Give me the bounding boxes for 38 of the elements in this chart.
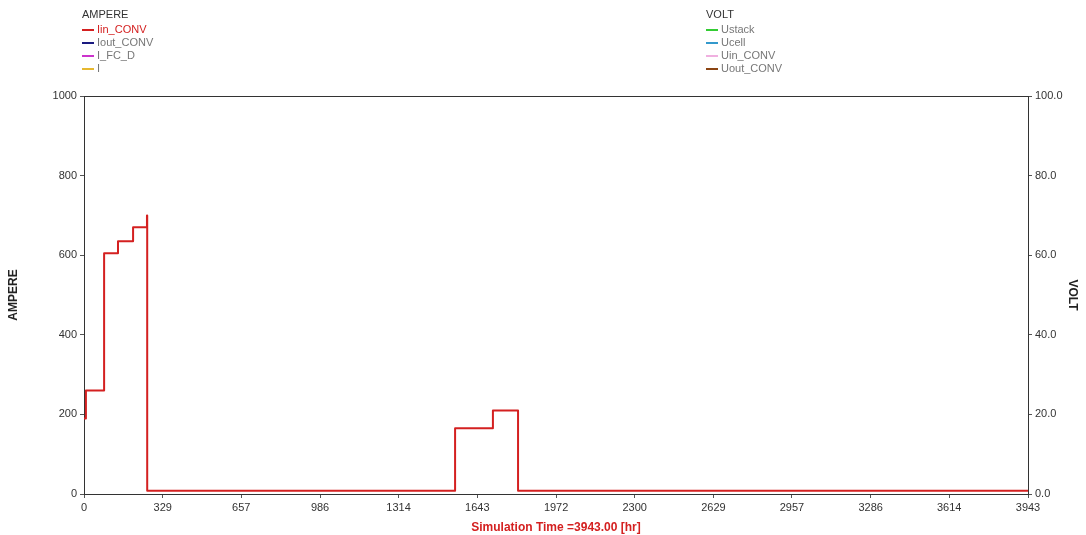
- legend-label: Ucell: [721, 36, 746, 48]
- y-axis-title: AMPERE: [5, 269, 20, 321]
- y2-tick-label: 100.0: [1035, 89, 1063, 102]
- y2-tick-label: 60.0: [1035, 248, 1057, 261]
- y-tick-label: 600: [58, 248, 77, 261]
- y-tick-label: 800: [58, 168, 77, 181]
- x-tick-label: 2629: [701, 500, 726, 513]
- y-tick-label: 1000: [52, 89, 77, 102]
- x-tick-label: 0: [80, 500, 88, 513]
- y2-tick-label: 20.0: [1035, 407, 1057, 420]
- legend-label: Ustack: [721, 23, 755, 35]
- legend-label: Uin_CONV: [721, 49, 776, 61]
- x-tick-label: 1643: [465, 500, 490, 513]
- x-tick-label: 657: [232, 500, 251, 513]
- text: AMPERE: [82, 8, 129, 20]
- y2-axis-title: VOLT: [1066, 279, 1081, 312]
- x-tick-label: 2300: [622, 500, 647, 513]
- legend-label: I_FC_D: [97, 49, 135, 61]
- x-axis-title: Simulation Time =3943.00 [hr]: [471, 520, 641, 535]
- x-tick-label: 3286: [858, 500, 883, 513]
- x-tick-label: 1972: [543, 500, 569, 513]
- legend-label: I: [97, 62, 101, 74]
- x-tick-label: 3614: [936, 500, 962, 513]
- legend-label: Iin_CONV: [97, 23, 147, 35]
- y-tick-label: 200: [58, 407, 77, 420]
- y2-tick-label: 80.0: [1035, 168, 1057, 181]
- y-tick-label: 400: [58, 327, 77, 340]
- y2-tick-label: 40.0: [1035, 327, 1057, 340]
- x-tick-label: 1314: [386, 500, 411, 513]
- x-tick-label: 986: [310, 500, 330, 513]
- x-tick-label: 329: [153, 500, 172, 513]
- y2-tick-label: 0.0: [1035, 487, 1051, 500]
- legend-label: Uout_CONV: [721, 62, 783, 74]
- x-tick-label: 3943: [1015, 500, 1041, 513]
- y-tick-label: 0: [70, 487, 77, 500]
- text: VOLT: [706, 8, 734, 20]
- x-tick-label: 2957: [779, 500, 805, 513]
- legend-label: Iout_CONV: [97, 36, 154, 48]
